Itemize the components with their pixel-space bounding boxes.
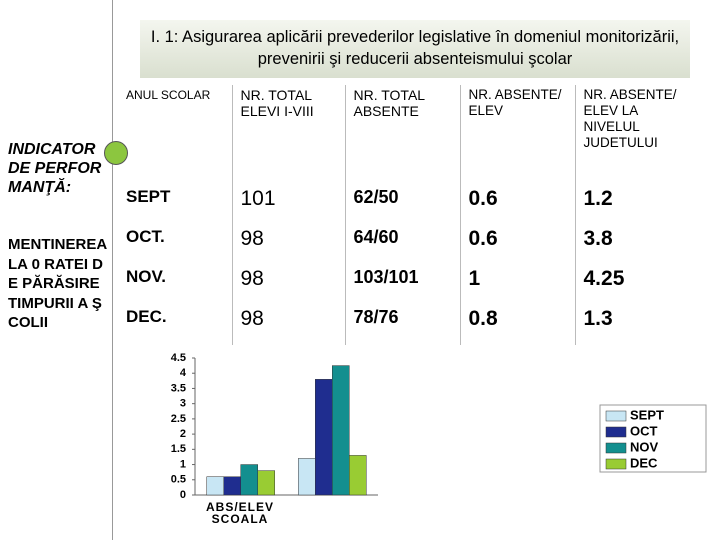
legend-label: OCT — [630, 423, 658, 438]
table-row: NOV. 98 103/101 1 4.25 — [118, 265, 690, 305]
table-row: ANUL SCOLAR NR. TOTAL ELEVI I-VIII NR. TOT… — [118, 85, 690, 185]
table-cell: 64/60 — [344, 225, 460, 265]
data-table: ANUL SCOLAR NR. TOTAL ELEVI I-VIII NR. TOT… — [118, 85, 690, 345]
bar — [257, 470, 275, 496]
legend-label: NOV — [630, 439, 659, 454]
description: MENTINEREA LA 0 RATEI DE PĂRĂSIRE TIMPUR… — [8, 236, 107, 331]
bar — [206, 476, 224, 496]
legend-swatch — [605, 410, 627, 422]
table-cell: NOV. — [126, 267, 167, 286]
bar — [240, 464, 258, 496]
table-cell: 101 — [231, 185, 345, 225]
title: I. 1: Asigurarea aplicării prevederilor … — [140, 20, 690, 78]
table-cell: NR. ABSENTE/ ELEV LA NIVELUL JUDETULUI — [574, 85, 690, 185]
y-tick-label: 4 — [180, 367, 187, 379]
y-tick-label: 2 — [180, 428, 186, 440]
table-cell: 0.6 — [459, 225, 575, 265]
x-tick-label: ABS/ELEV SCOALA — [205, 500, 274, 526]
table-cell: OCT. — [126, 227, 165, 246]
y-tick-label: 1 — [180, 458, 186, 470]
indicator: INDICATOR DE PERFORMANŢĂ: — [8, 141, 102, 196]
bar — [298, 458, 316, 496]
y-tick-label: 0 — [180, 489, 186, 501]
table-cell: 98 — [231, 225, 345, 265]
bar — [223, 476, 241, 496]
table-cell: 98 — [231, 265, 345, 305]
legend-swatch — [605, 458, 627, 470]
divider — [112, 0, 113, 540]
table-cell: 1.3 — [574, 305, 690, 345]
y-tick-label: 3 — [180, 398, 186, 410]
table-cell: 62/50 — [344, 185, 460, 225]
table-cell: NR. TOTAL ABSENTE — [344, 85, 460, 185]
legend-swatch — [605, 442, 627, 454]
y-tick-label: 1.5 — [171, 443, 186, 455]
table-cell: 1.2 — [574, 185, 690, 225]
bullet-icon — [104, 141, 128, 165]
table-cell: NR. TOTAL ELEVI I-VIII — [231, 85, 345, 185]
bar — [315, 379, 333, 496]
table-cell: NR. ABSENTE/ ELEV — [459, 85, 575, 185]
y-tick-label: 3.5 — [171, 382, 186, 394]
table-row: SEPT 101 62/50 0.6 1.2 — [118, 185, 690, 225]
table-cell: ANUL SCOLAR — [126, 88, 211, 102]
y-tick-label: 2.5 — [171, 413, 186, 425]
y-tick-label: 0.5 — [171, 474, 186, 486]
table-cell: 4.25 — [574, 265, 690, 305]
table-row: OCT. 98 64/60 0.6 3.8 — [118, 225, 690, 265]
table-row: DEC. 98 78/76 0.8 1.3 — [118, 305, 690, 345]
table-cell: 78/76 — [344, 305, 460, 345]
table-cell: DEC. — [126, 307, 167, 326]
table-cell: 103/101 — [344, 265, 460, 305]
bar — [349, 455, 367, 496]
y-tick-label: 4.5 — [171, 352, 186, 364]
legend-swatch — [605, 426, 627, 438]
legend-label: SEPT — [630, 407, 664, 422]
table-cell: 98 — [231, 305, 345, 345]
table-cell: 3.8 — [574, 225, 690, 265]
bar — [332, 365, 350, 496]
table-cell: 1 — [459, 265, 575, 305]
table-cell: 0.6 — [459, 185, 575, 225]
legend-label: DEC — [630, 455, 658, 470]
table-cell: SEPT — [126, 187, 171, 206]
table-cell: 0.8 — [459, 305, 575, 345]
